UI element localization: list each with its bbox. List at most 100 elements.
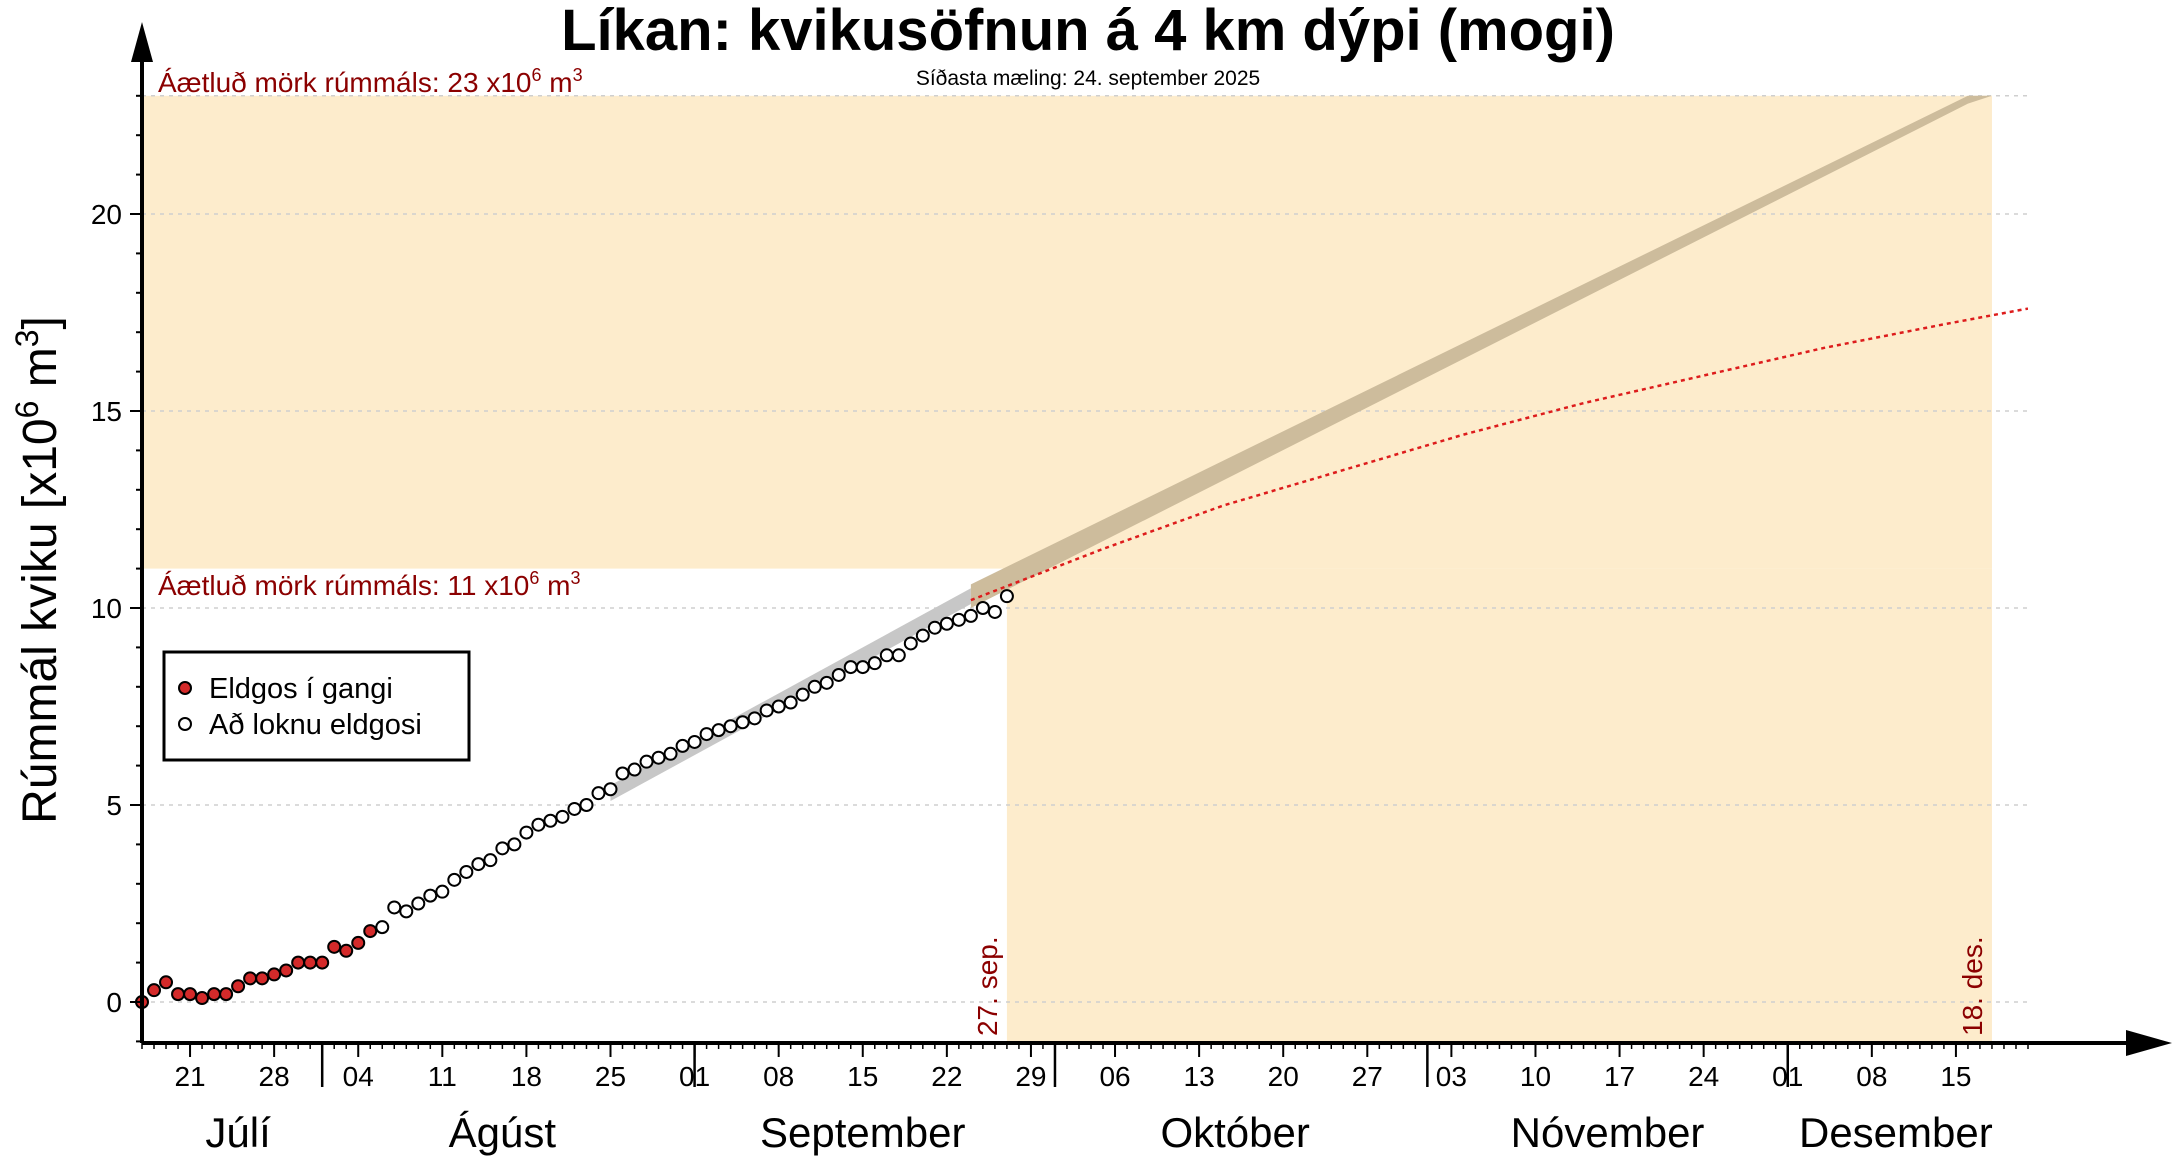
x-tick-label: 06 — [1099, 1061, 1130, 1092]
fit-uncertainty-band — [610, 588, 971, 802]
data-point-post — [891, 648, 906, 663]
data-point-post — [495, 841, 510, 856]
x-tick-label: 18 — [511, 1061, 542, 1092]
y-axis-label: Rúmmál kviku [x106 m3] — [9, 316, 67, 824]
data-point-eruption — [219, 987, 234, 1002]
x-tick-label: 17 — [1604, 1061, 1635, 1092]
data-point-post — [867, 656, 882, 671]
data-point-post — [759, 703, 774, 718]
threshold-zone-upper-region — [142, 95, 1992, 569]
x-tick-label: 27 — [1352, 1061, 1383, 1092]
data-point-post — [531, 817, 546, 832]
y-ticks: 0 5 10 15 20 — [91, 94, 142, 1043]
data-point-eruption — [255, 971, 270, 986]
month-label: Desember — [1799, 1109, 1993, 1156]
data-point-eruption — [159, 975, 174, 990]
data-point-eruption — [171, 987, 186, 1002]
data-point-post — [687, 734, 702, 749]
data-point-post — [411, 896, 426, 911]
data-point-post — [723, 719, 738, 734]
x-tick-label: 24 — [1688, 1061, 1719, 1092]
x-tick-label: 13 — [1184, 1061, 1215, 1092]
y-axis-arrow-icon — [131, 22, 153, 62]
data-point-post — [471, 857, 486, 872]
month-labels: Júlí Ágúst September Október Nóvember Desembe… — [205, 1109, 1992, 1156]
forecast-window-zone — [1006, 568, 1992, 1043]
data-point-post — [567, 801, 582, 816]
data-point-eruption — [315, 955, 330, 970]
data-point-eruption — [363, 924, 378, 939]
data-point-post — [459, 864, 474, 879]
legend-marker-eruption — [178, 681, 192, 695]
data-point-post — [963, 608, 978, 623]
x-tick-label: 28 — [259, 1061, 290, 1092]
x-tick-label: 21 — [174, 1061, 205, 1092]
data-point-post — [603, 782, 618, 797]
data-point-eruption — [303, 955, 318, 970]
month-label: September — [760, 1109, 965, 1156]
data-point-post — [819, 675, 834, 690]
data-point-eruption — [195, 991, 210, 1006]
data-point-post — [939, 616, 954, 631]
data-point-post — [639, 754, 654, 769]
data-point-eruption — [339, 943, 354, 958]
legend-box — [162, 650, 471, 762]
data-point-eruption — [279, 963, 294, 978]
data-point-post — [387, 900, 402, 915]
data-point-post — [795, 687, 810, 702]
data-point-eruption — [231, 979, 246, 994]
data-point-post — [423, 888, 438, 903]
y-tick-label: 15 — [91, 396, 122, 427]
x-tick-label: 29 — [1015, 1061, 1046, 1092]
data-point-post — [699, 727, 714, 742]
forecast-end-label: 18. des. — [1957, 936, 1988, 1036]
data-point-post — [579, 798, 594, 812]
data-point-eruption — [291, 955, 306, 970]
data-point-post — [435, 884, 450, 899]
legend: Eldgos í gangi Að loknu eldgosi — [162, 650, 471, 762]
data-point-eruption — [207, 987, 222, 1002]
chart-title: Líkan: kvikusöfnun á 4 km dýpi (mogi) — [561, 0, 1615, 63]
legend-label-eruption: Eldgos í gangi — [209, 673, 393, 705]
data-point-post — [903, 636, 918, 651]
data-point-post — [447, 872, 462, 887]
data-point-eruption — [267, 967, 282, 982]
data-point-post — [591, 786, 606, 801]
data-point-post — [375, 920, 390, 935]
data-point-eruption — [243, 971, 258, 986]
x-tick-label: 15 — [1940, 1061, 1971, 1092]
month-label: Nóvember — [1511, 1109, 1705, 1156]
x-tick-label: 10 — [1520, 1061, 1551, 1092]
month-label: Október — [1160, 1109, 1309, 1156]
data-point-post — [627, 762, 642, 777]
threshold-label-lower: Áætluð mörk rúmmáls: 11 x106 m3 — [158, 568, 581, 601]
month-label: Júlí — [205, 1109, 271, 1156]
x-tick-label: 11 — [428, 1061, 457, 1092]
chart-subtitle: Síðasta mæling: 24. september 2025 — [916, 67, 1260, 90]
y-tick-label: 20 — [91, 199, 122, 230]
data-point-eruption — [327, 939, 342, 954]
data-point-post — [675, 738, 690, 753]
data-point-post — [651, 750, 666, 765]
data-point-post — [987, 604, 1002, 619]
y-tick-label: 5 — [106, 790, 122, 821]
x-tick-label: 25 — [595, 1061, 626, 1092]
data-point-post — [747, 711, 762, 726]
data-point-post — [975, 601, 990, 615]
data-point-eruption — [351, 935, 366, 950]
x-ticks: 21 28 04 11 18 25 01 08 15 22 29 06 13 20 27 03 10 17 24 01… — [141, 1043, 2029, 1092]
data-point-post — [483, 853, 498, 868]
data-point-post — [399, 904, 414, 919]
x-tick-label: 22 — [931, 1061, 962, 1092]
x-tick-label: 04 — [343, 1061, 374, 1092]
x-tick-label: 03 — [1436, 1061, 1467, 1092]
x-tick-label: 08 — [1856, 1061, 1887, 1092]
x-tick-label: 20 — [1268, 1061, 1299, 1092]
data-point-post — [807, 679, 822, 694]
data-point-post — [519, 825, 534, 840]
x-axis-arrow-icon — [2126, 1030, 2172, 1056]
data-point-post — [831, 667, 846, 682]
legend-marker-post — [178, 717, 192, 731]
data-point-post — [555, 809, 570, 824]
